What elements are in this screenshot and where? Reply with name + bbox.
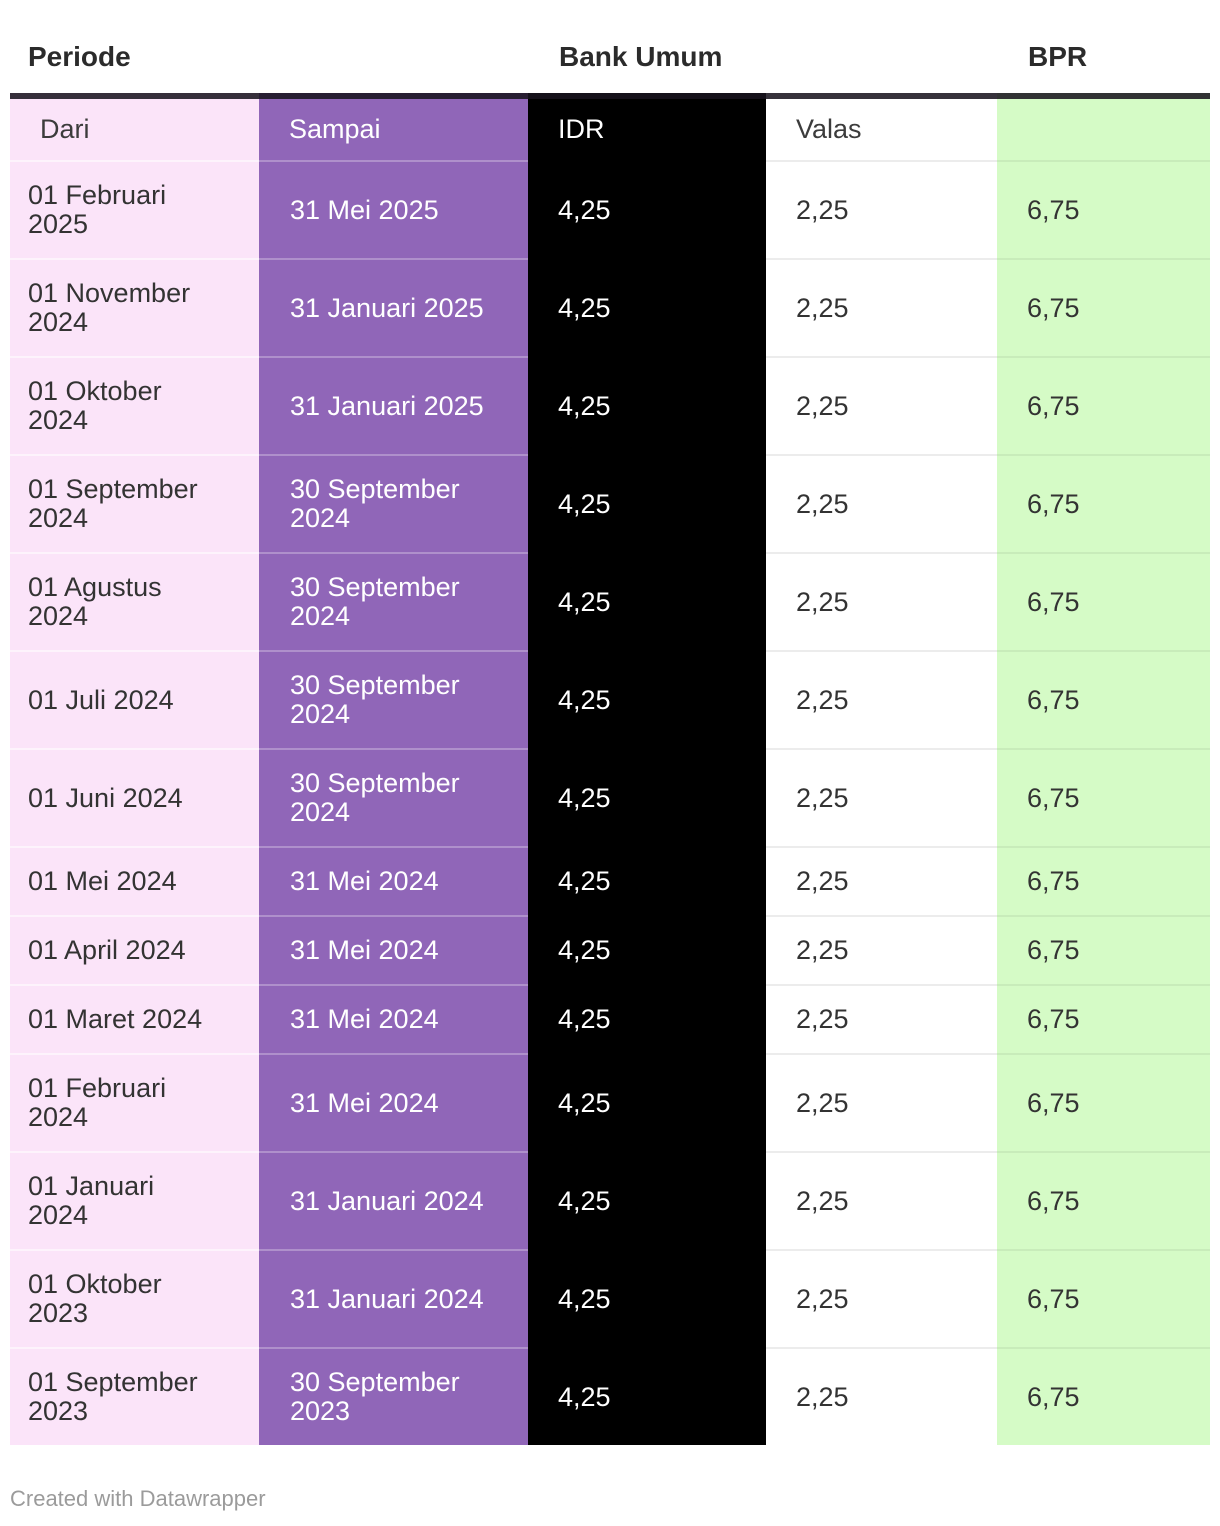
cell-bpr: 6,75 [997,915,1211,984]
cell-sampai: 30 September 2024 [259,454,529,552]
cell-dari: 01 Oktober 2023 [10,1249,259,1347]
cell-idr: 4,25 [528,846,767,915]
cell-dari: 01 Januari 2024 [10,1151,259,1249]
cell-bpr: 6,75 [997,356,1211,454]
cell-idr: 4,25 [528,1151,767,1249]
cell-valas: 2,25 [766,258,998,356]
cell-idr: 4,25 [528,1347,767,1445]
cell-valas: 2,25 [766,454,998,552]
cell-valas: 2,25 [766,915,998,984]
cell-sampai: 30 September 2024 [259,552,529,650]
cell-idr: 4,25 [528,748,767,846]
cell-idr: 4,25 [528,454,767,552]
column-header-valas: Valas [766,93,998,160]
column-header-bpr [997,93,1211,160]
cell-idr: 4,25 [528,552,767,650]
cell-bpr: 6,75 [997,748,1211,846]
table-row: 01 Juli 2024 30 September 2024 4,25 2,25… [10,650,1211,748]
cell-bpr: 6,75 [997,454,1211,552]
table-row: 01 September 2023 30 September 2023 4,25… [10,1347,1211,1445]
cell-bpr: 6,75 [997,258,1211,356]
cell-sampai: 30 September 2024 [259,748,529,846]
cell-bpr: 6,75 [997,846,1211,915]
cell-dari: 01 September 2023 [10,1347,259,1445]
cell-dari: 01 Oktober 2024 [10,356,259,454]
cell-bpr: 6,75 [997,650,1211,748]
cell-bpr: 6,75 [997,552,1211,650]
cell-idr: 4,25 [528,1053,767,1151]
column-header-dari: Dari [10,93,259,160]
cell-valas: 2,25 [766,1053,998,1151]
cell-idr: 4,25 [528,258,767,356]
table-row: 01 April 2024 31 Mei 2024 4,25 2,25 6,75 [10,915,1211,984]
cell-sampai: 30 September 2024 [259,650,529,748]
cell-valas: 2,25 [766,984,998,1053]
cell-dari: 01 Agustus 2024 [10,552,259,650]
cell-valas: 2,25 [766,650,998,748]
table-row: 01 Juni 2024 30 September 2024 4,25 2,25… [10,748,1211,846]
cell-dari: 01 November 2024 [10,258,259,356]
cell-valas: 2,25 [766,1347,998,1445]
table-row: 01 Agustus 2024 30 September 2024 4,25 2… [10,552,1211,650]
cell-valas: 2,25 [766,1249,998,1347]
table-row: 01 September 2024 30 September 2024 4,25… [10,454,1211,552]
cell-dari: 01 Februari 2025 [10,160,259,258]
cell-valas: 2,25 [766,552,998,650]
cell-idr: 4,25 [528,160,767,258]
table-row: 01 Mei 2024 31 Mei 2024 4,25 2,25 6,75 [10,846,1211,915]
table-row: 01 Oktober 2023 31 Januari 2024 4,25 2,2… [10,1249,1211,1347]
column-header-row: Dari Sampai IDR Valas [10,93,1211,160]
cell-dari: 01 Mei 2024 [10,846,259,915]
table-row: 01 Maret 2024 31 Mei 2024 4,25 2,25 6,75 [10,984,1211,1053]
column-group-bank-umum: Bank Umum [528,0,998,93]
chart-footer: Created with Datawrapper [10,1486,1220,1512]
cell-dari: 01 September 2024 [10,454,259,552]
cell-dari: 01 Juni 2024 [10,748,259,846]
cell-bpr: 6,75 [997,1053,1211,1151]
cell-valas: 2,25 [766,356,998,454]
cell-bpr: 6,75 [997,1249,1211,1347]
cell-dari: 01 April 2024 [10,915,259,984]
rate-table: Periode Bank Umum BPR Dari Sampai IDR Va… [10,0,1211,1445]
column-header-sampai: Sampai [259,93,529,160]
cell-sampai: 31 Januari 2025 [259,258,529,356]
cell-sampai: 31 Mei 2024 [259,984,529,1053]
cell-idr: 4,25 [528,915,767,984]
cell-dari: 01 Juli 2024 [10,650,259,748]
table-row: 01 Januari 2024 31 Januari 2024 4,25 2,2… [10,1151,1211,1249]
column-header-idr: IDR [528,93,767,160]
cell-idr: 4,25 [528,356,767,454]
cell-sampai: 30 September 2023 [259,1347,529,1445]
cell-sampai: 31 Januari 2024 [259,1151,529,1249]
cell-sampai: 31 Mei 2025 [259,160,529,258]
table-row: 01 November 2024 31 Januari 2025 4,25 2,… [10,258,1211,356]
cell-sampai: 31 Mei 2024 [259,1053,529,1151]
cell-idr: 4,25 [528,1249,767,1347]
table-row: 01 Oktober 2024 31 Januari 2025 4,25 2,2… [10,356,1211,454]
cell-valas: 2,25 [766,846,998,915]
cell-dari: 01 Februari 2024 [10,1053,259,1151]
cell-sampai: 31 Mei 2024 [259,915,529,984]
column-group-bpr: BPR [997,0,1211,93]
cell-sampai: 31 Januari 2024 [259,1249,529,1347]
cell-bpr: 6,75 [997,1347,1211,1445]
cell-valas: 2,25 [766,1151,998,1249]
cell-idr: 4,25 [528,650,767,748]
cell-sampai: 31 Mei 2024 [259,846,529,915]
column-group-periode: Periode [10,0,529,93]
cell-sampai: 31 Januari 2025 [259,356,529,454]
datawrapper-credit-link[interactable]: Created with Datawrapper [10,1486,266,1511]
cell-dari: 01 Maret 2024 [10,984,259,1053]
cell-bpr: 6,75 [997,984,1211,1053]
table-row: 01 Februari 2024 31 Mei 2024 4,25 2,25 6… [10,1053,1211,1151]
cell-bpr: 6,75 [997,1151,1211,1249]
header-group-row: Periode Bank Umum BPR [10,0,1211,93]
cell-valas: 2,25 [766,160,998,258]
table-row: 01 Februari 2025 31 Mei 2025 4,25 2,25 6… [10,160,1211,258]
cell-idr: 4,25 [528,984,767,1053]
cell-valas: 2,25 [766,748,998,846]
cell-bpr: 6,75 [997,160,1211,258]
